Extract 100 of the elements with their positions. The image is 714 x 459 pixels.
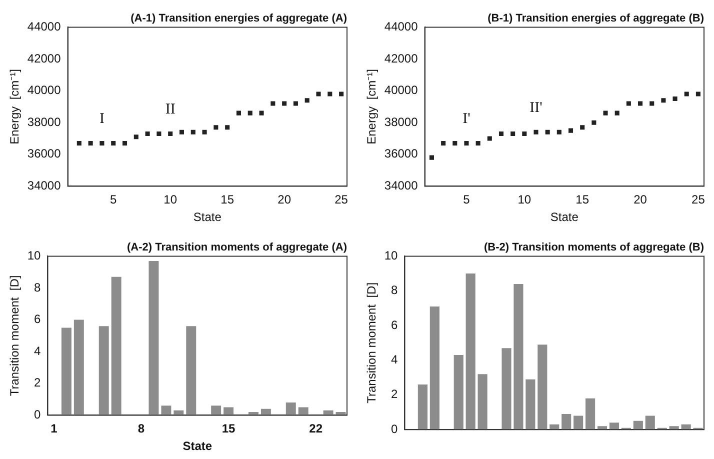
bar: [98, 326, 109, 416]
bar: [74, 320, 84, 416]
point: [592, 120, 596, 125]
y-axis-title: Energy [cm⁻¹]: [364, 69, 379, 144]
point: [498, 131, 504, 136]
bar: [502, 348, 512, 430]
x-tick-label: 15: [222, 422, 236, 436]
bar: [111, 276, 122, 416]
point: [293, 101, 298, 106]
y-axis-title: Transition moment [D]: [8, 275, 22, 396]
bar: [430, 306, 440, 430]
point: [452, 141, 458, 146]
point: [190, 130, 196, 134]
point: [672, 96, 678, 102]
y-tick-label: 38000: [384, 114, 418, 129]
x-tick-label: 25: [334, 192, 348, 207]
x-tick-label: 25: [692, 192, 706, 207]
y-tick-label: 10: [27, 248, 42, 263]
point: [339, 92, 344, 96]
x-tick-label: 22: [309, 422, 323, 436]
point: [202, 130, 207, 134]
point: [145, 131, 150, 136]
x-tick-label: 20: [634, 192, 648, 207]
y-tick-label: 40000: [384, 83, 418, 98]
point: [88, 141, 93, 146]
point: [476, 141, 480, 146]
point: [134, 134, 138, 140]
y-tick-label: 0: [391, 422, 398, 436]
point: [545, 130, 550, 134]
y-tick-label: 36000: [384, 146, 418, 161]
y-tick-label: 8: [34, 280, 42, 294]
bar: [148, 260, 159, 416]
point: [328, 92, 332, 96]
point: [156, 131, 162, 136]
y-tick-label: 0: [34, 408, 42, 422]
point: [214, 125, 218, 130]
point: [259, 110, 264, 116]
x-tick-label: 8: [138, 422, 145, 436]
y-tick-label: 42000: [27, 51, 62, 66]
y-tick-label: 34000: [27, 178, 62, 193]
x-tick-label: 15: [220, 192, 234, 207]
point: [696, 92, 700, 96]
y-tick-label: 34000: [384, 178, 418, 193]
x-tick-label: 5: [110, 192, 118, 207]
bar: [562, 414, 572, 430]
point: [316, 92, 321, 96]
x-axis-title: State: [550, 210, 579, 224]
bar: [585, 398, 596, 430]
point: [236, 110, 241, 116]
x-tick-label: 5: [463, 192, 470, 207]
point: [614, 110, 620, 116]
x-axis-title: State: [193, 210, 222, 224]
x-tick-label: 10: [518, 192, 532, 207]
chart-title: (B-2) Transition moments of aggregate (B): [484, 242, 704, 254]
bar: [514, 284, 524, 430]
point: [304, 98, 310, 103]
bar: [633, 420, 643, 430]
bar: [609, 422, 620, 430]
point: [282, 101, 287, 106]
bar: [574, 416, 584, 430]
x-axis-title: State: [182, 439, 212, 454]
point: [270, 101, 276, 106]
chart-title: (A-2) Transition moments of aggregate (A): [126, 242, 348, 254]
bar: [478, 374, 488, 430]
chart-title: (A-1) Transition energies of aggregate (A): [130, 12, 348, 25]
bar: [161, 406, 172, 416]
y-tick-label: 4: [34, 344, 42, 358]
annotation: II: [165, 102, 176, 118]
bar: [186, 326, 196, 416]
y-tick-label: 40000: [27, 83, 62, 98]
annotation: I: [99, 111, 104, 128]
point: [638, 101, 643, 106]
y-tick-label: 10: [384, 248, 398, 263]
x-tick-label: 1: [50, 422, 58, 436]
y-tick-label: 6: [391, 318, 398, 332]
point: [580, 125, 585, 130]
bar: [286, 402, 296, 416]
y-tick-label: 42000: [384, 51, 418, 66]
bar: [418, 384, 428, 430]
y-axis-title: Transition moment [D]: [364, 282, 379, 404]
bar: [538, 344, 548, 430]
y-tick-label: 44000: [384, 20, 418, 34]
point: [429, 155, 434, 160]
point: [441, 141, 446, 146]
point: [464, 141, 469, 146]
y-tick-label: 36000: [27, 146, 62, 161]
point: [556, 130, 562, 134]
point: [603, 110, 608, 116]
x-tick-label: 10: [164, 192, 178, 207]
chart-title: (B-1) Transition energies of aggregate (B): [488, 12, 704, 25]
y-tick-label: 2: [34, 376, 42, 390]
y-tick-label: 2: [391, 387, 398, 402]
y-tick-label: 38000: [27, 114, 62, 129]
y-tick-label: 8: [391, 283, 398, 298]
point: [248, 110, 252, 116]
bar: [211, 406, 222, 416]
annotation: I': [462, 111, 471, 128]
y-tick-label: 6: [34, 312, 42, 326]
point: [661, 98, 666, 103]
bar: [61, 328, 72, 416]
